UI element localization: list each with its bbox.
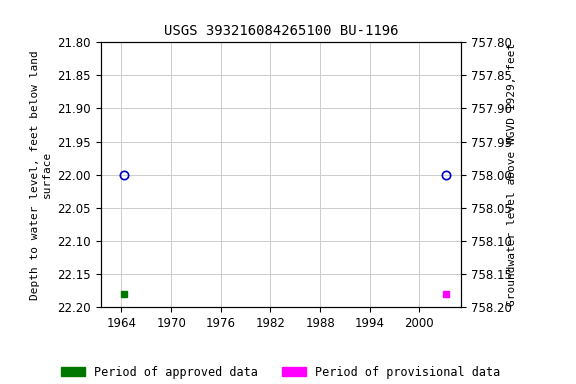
- Y-axis label: Depth to water level, feet below land
surface: Depth to water level, feet below land su…: [31, 50, 52, 300]
- Y-axis label: Groundwater level above NGVD 1929, feet: Groundwater level above NGVD 1929, feet: [507, 43, 517, 306]
- Title: USGS 393216084265100 BU-1196: USGS 393216084265100 BU-1196: [164, 24, 398, 38]
- Legend: Period of approved data, Period of provisional data: Period of approved data, Period of provi…: [56, 361, 505, 383]
